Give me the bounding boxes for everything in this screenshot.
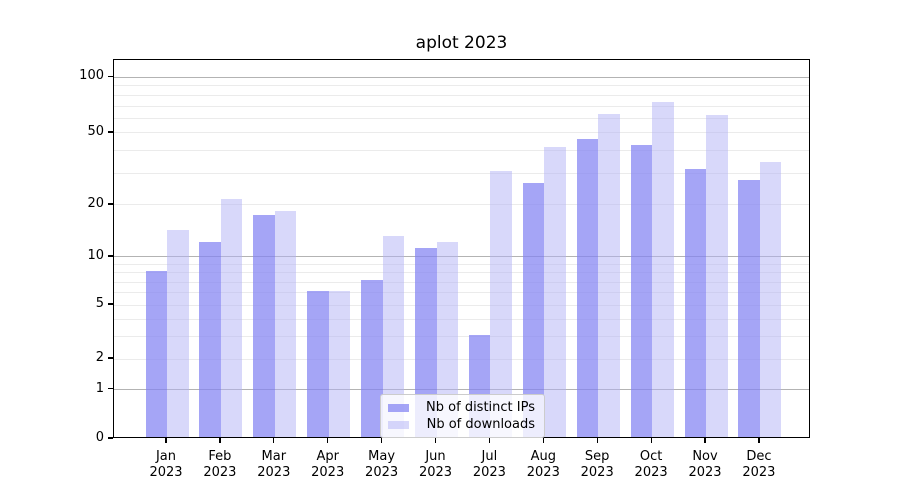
legend-swatch-downloads	[388, 420, 409, 429]
y-tick-label-1: 1	[95, 380, 104, 396]
bar-downloads-aug	[544, 146, 566, 437]
bar-downloads-oct	[652, 101, 674, 437]
gridline-9	[114, 263, 809, 265]
gridline-10	[114, 256, 809, 258]
y-tick-mark-0	[107, 437, 113, 439]
bar-downloads-may	[382, 235, 405, 437]
y-tick-mark-2	[107, 357, 113, 359]
gridline-70	[114, 105, 809, 107]
legend-label-distinct-ips: Nb of distinct IPs	[426, 400, 535, 415]
x-tick-mark-aug	[542, 438, 544, 443]
x-tick-label-nov: Nov 2023	[688, 449, 722, 480]
x-tick-mark-may	[381, 438, 383, 443]
bar-distinct-ips-apr	[307, 290, 329, 437]
y-tick-label-2: 2	[95, 350, 104, 366]
bar-distinct-ips-oct	[630, 144, 653, 437]
gridline-50	[114, 132, 809, 134]
x-tick-label-aug: Aug 2023	[526, 449, 560, 480]
gridline-5	[114, 304, 809, 306]
plot-area: Nb of distinct IPs Nb of downloads	[113, 59, 810, 438]
gridline-3	[114, 336, 809, 338]
legend: Nb of distinct IPs Nb of downloads	[380, 394, 545, 438]
y-tick-mark-20	[107, 203, 113, 205]
x-tick-mark-nov	[704, 438, 706, 443]
y-tick-label-100: 100	[79, 68, 104, 84]
gridline-7	[114, 281, 809, 283]
bar-distinct-ips-feb	[199, 241, 221, 437]
bar-downloads-mar	[274, 210, 297, 437]
bar-distinct-ips-aug	[522, 182, 545, 437]
x-tick-mark-mar	[273, 438, 275, 443]
gridline-100	[114, 76, 809, 78]
legend-item-downloads: Nb of downloads	[388, 417, 535, 432]
bar-distinct-ips-sep	[576, 139, 599, 437]
gridline-8	[114, 272, 809, 274]
bar-distinct-ips-nov	[684, 168, 706, 437]
x-tick-mark-jan	[165, 438, 167, 443]
y-tick-mark-1	[107, 387, 113, 390]
y-tick-mark-50	[107, 131, 113, 133]
gridline-40	[114, 150, 809, 152]
bar-downloads-sep	[598, 113, 620, 437]
y-tick-mark-10	[107, 255, 113, 257]
gridline-2	[114, 358, 809, 360]
bar-downloads-jul	[490, 171, 512, 437]
y-tick-label-10: 10	[87, 247, 104, 263]
grid-layer	[114, 60, 809, 437]
gridline-90	[114, 85, 809, 87]
gridline-1	[114, 389, 809, 391]
gridline-20	[114, 204, 809, 206]
x-tick-mark-jul	[488, 438, 491, 443]
x-tick-label-jan: Jan 2023	[149, 449, 183, 480]
gridline-80	[114, 94, 809, 96]
x-tick-label-may: May 2023	[365, 449, 399, 480]
bar-downloads-feb	[220, 199, 243, 437]
y-tick-label-50: 50	[87, 123, 104, 139]
legend-label-downloads: Nb of downloads	[426, 417, 535, 432]
legend-item-distinct-ips: Nb of distinct IPs	[388, 400, 535, 415]
gridline-6	[114, 292, 809, 294]
x-tick-mark-feb	[219, 438, 221, 443]
x-tick-mark-apr	[327, 438, 329, 443]
x-tick-label-dec: Dec 2023	[742, 449, 776, 480]
bar-downloads-jan	[167, 230, 189, 437]
bar-downloads-dec	[759, 161, 782, 437]
bar-distinct-ips-dec	[738, 179, 760, 437]
bar-distinct-ips-mar	[253, 215, 275, 437]
y-tick-mark-5	[107, 303, 113, 305]
bar-distinct-ips-jan	[145, 270, 167, 437]
bar-distinct-ips-may	[361, 280, 383, 437]
y-tick-label-20: 20	[87, 195, 104, 211]
y-tick-label-5: 5	[95, 296, 104, 312]
gridline-30	[114, 172, 809, 174]
bar-downloads-nov	[706, 115, 728, 437]
x-tick-mark-sep	[596, 438, 598, 443]
x-tick-label-mar: Mar 2023	[257, 449, 291, 480]
x-tick-label-apr: Apr 2023	[311, 449, 345, 480]
x-tick-label-sep: Sep 2023	[580, 449, 614, 480]
bar-distinct-ips-jun	[415, 247, 437, 437]
y-tick-mark-100	[107, 75, 113, 78]
chart-title: aplot 2023	[415, 33, 508, 53]
legend-swatch-distinct-ips	[388, 403, 409, 412]
bar-layer	[114, 60, 809, 437]
x-tick-mark-jun	[434, 438, 437, 443]
y-tick-label-0: 0	[95, 430, 104, 445]
x-tick-mark-oct	[650, 438, 652, 443]
bar-downloads-jun	[436, 241, 458, 437]
x-tick-label-jun: Jun 2023	[418, 449, 453, 480]
x-tick-label-oct: Oct 2023	[634, 449, 668, 480]
x-tick-label-jul: Jul 2023	[472, 449, 506, 480]
gridline-60	[114, 117, 809, 119]
x-tick-label-feb: Feb 2023	[203, 449, 237, 480]
x-tick-mark-dec	[758, 438, 760, 443]
bar-downloads-apr	[328, 290, 351, 437]
gridline-4	[114, 318, 809, 320]
